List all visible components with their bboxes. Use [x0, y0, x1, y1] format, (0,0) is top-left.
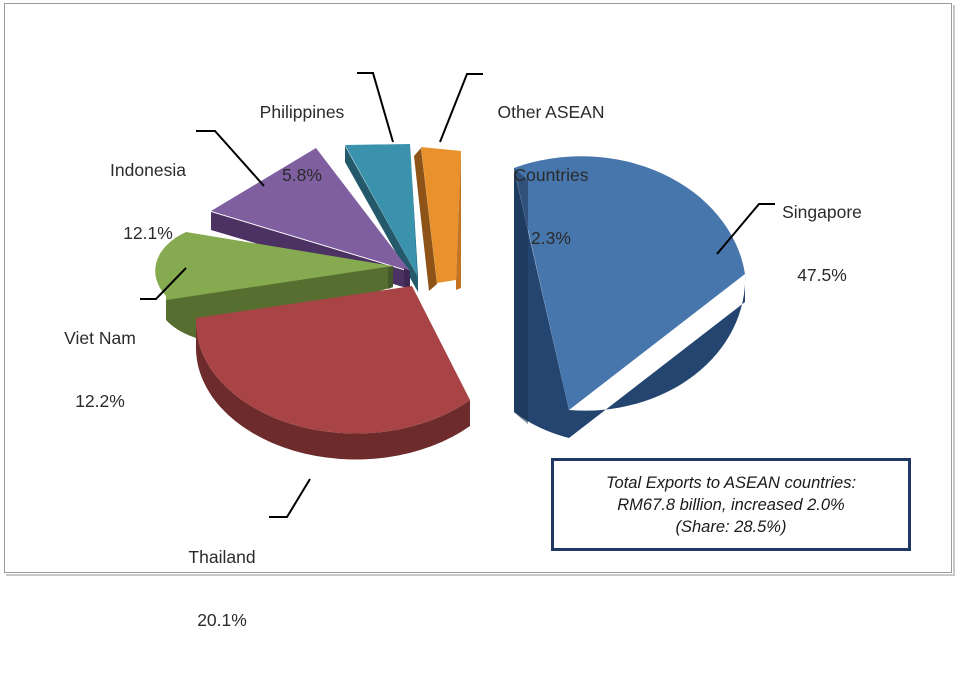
label-other-asean-name-line1: Other ASEAN — [497, 102, 605, 122]
label-vietnam-name: Viet Nam — [64, 328, 136, 348]
slice-thailand[interactable] — [195, 286, 470, 460]
slice-other-asean-top — [421, 147, 461, 283]
slice-vietnam-top — [155, 232, 393, 300]
label-philippines-pct: 5.8% — [282, 165, 322, 185]
label-philippines: Philippines 5.8% — [246, 60, 358, 228]
slice-singapore-top — [514, 156, 745, 410]
slice-indonesia-top — [211, 148, 410, 271]
summary-box: Total Exports to ASEAN countries: RM67.8… — [551, 458, 911, 551]
label-thailand-name: Thailand — [188, 547, 256, 567]
label-indonesia-pct: 12.1% — [123, 223, 173, 243]
label-thailand: Thailand 20.1% — [176, 505, 268, 673]
slice-indonesia-side-right — [404, 268, 410, 288]
slice-thailand-top — [195, 286, 470, 434]
slice-philippines-side — [345, 146, 418, 292]
slice-singapore-side — [514, 170, 746, 438]
slice-other-asean[interactable] — [414, 147, 461, 291]
label-singapore-name: Singapore — [782, 202, 862, 222]
leader-line-indonesia — [196, 130, 265, 187]
label-philippines-name: Philippines — [259, 102, 345, 122]
leader-line-philippines — [357, 72, 394, 143]
slice-other-asean-side — [414, 148, 437, 291]
slice-singapore-edge — [514, 168, 528, 424]
leader-line-other-asean — [439, 73, 483, 143]
slice-singapore[interactable] — [514, 156, 746, 438]
slice-vietnam-side-right — [388, 266, 393, 289]
slice-thailand-side — [195, 318, 470, 460]
leader-lines — [140, 72, 775, 518]
summary-line-1: Total Exports to ASEAN countries: — [605, 473, 857, 492]
summary-line-3: (Share: 28.5%) — [675, 517, 787, 536]
pie-chart-3d — [140, 72, 775, 518]
label-vietnam: Viet Nam 12.2% — [55, 286, 145, 454]
label-thailand-pct: 20.1% — [197, 610, 247, 630]
summary-line-2: RM67.8 billion, increased 2.0% — [617, 495, 845, 514]
label-other-asean: Other ASEAN Countries 2.3% — [489, 60, 613, 291]
leader-line-vietnam — [140, 267, 187, 300]
label-other-asean-pct: 2.3% — [531, 228, 571, 248]
label-singapore-pct: 47.5% — [797, 265, 847, 285]
label-other-asean-name-line2: Countries — [513, 165, 589, 185]
slice-philippines-top — [345, 144, 418, 277]
summary-text: Total Exports to ASEAN countries: RM67.8… — [606, 472, 856, 538]
label-vietnam-pct: 12.2% — [75, 391, 125, 411]
label-singapore: Singapore 47.5% — [772, 160, 872, 328]
slice-philippines[interactable] — [345, 144, 418, 292]
leader-line-singapore — [716, 203, 775, 255]
leader-line-thailand — [269, 478, 311, 518]
slice-other-asean-side-right — [456, 151, 461, 290]
chart-page: Philippines 5.8% Other ASEAN Countries 2… — [4, 3, 955, 630]
label-indonesia-name: Indonesia — [110, 160, 186, 180]
label-indonesia: Indonesia 12.1% — [99, 118, 197, 286]
